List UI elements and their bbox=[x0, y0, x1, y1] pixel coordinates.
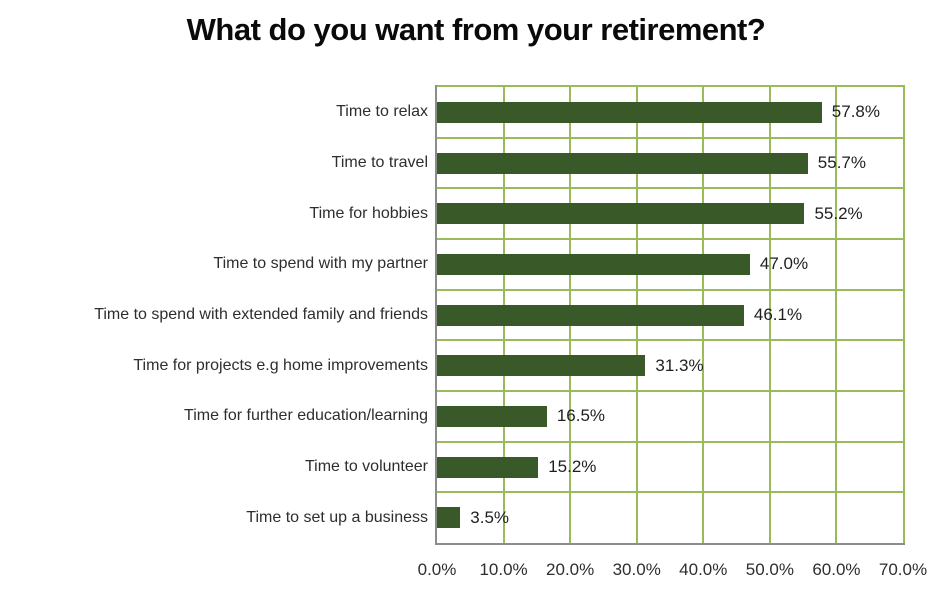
bar bbox=[437, 253, 750, 275]
bar-value-label: 46.1% bbox=[753, 305, 803, 324]
bar-value-label: 55.7% bbox=[817, 153, 866, 172]
bar-value-label: 3.5% bbox=[470, 507, 510, 527]
category-label: Time to spend with extended family and f… bbox=[94, 305, 428, 323]
bar bbox=[437, 405, 547, 427]
x-axis-tick-label: 60.0% bbox=[812, 560, 861, 579]
x-axis-tick-label: 70.0% bbox=[878, 560, 928, 579]
category-label: Time to set up a business bbox=[246, 508, 428, 526]
x-axis-tick-label: 40.0% bbox=[679, 560, 728, 579]
horizontal-gridline bbox=[437, 187, 903, 190]
chart-title: What do you want from your retirement? bbox=[186, 12, 766, 47]
category-label: Time for further education/learning bbox=[184, 407, 428, 425]
bar bbox=[437, 101, 822, 123]
bar bbox=[437, 304, 744, 326]
x-axis-tick-label: 10.0% bbox=[479, 560, 528, 579]
bar bbox=[437, 355, 646, 377]
bar bbox=[437, 456, 539, 478]
category-axis-labels: Time to relax Time to travel Time for hobb… bbox=[0, 87, 428, 543]
y-axis-line bbox=[435, 85, 437, 545]
horizontal-gridline bbox=[437, 288, 903, 291]
horizontal-gridline bbox=[437, 491, 903, 494]
bar-value-label: 57.8% bbox=[831, 102, 880, 122]
category-label: Time to volunteer bbox=[304, 457, 428, 475]
bar-value-label: 15.2% bbox=[548, 457, 597, 476]
x-axis-tick-label: 20.0% bbox=[546, 560, 595, 579]
bar-value-label: 47.0% bbox=[759, 254, 809, 274]
horizontal-gridline bbox=[437, 238, 903, 240]
category-label: Time to relax bbox=[336, 103, 428, 121]
x-axis-line bbox=[435, 543, 905, 545]
horizontal-gridline bbox=[437, 136, 903, 139]
category-label: Time for hobbies bbox=[309, 204, 428, 222]
category-label: Time for projects e.g home improvements bbox=[133, 356, 428, 374]
vertical-gridline bbox=[835, 87, 838, 543]
plot-border-top bbox=[437, 85, 903, 87]
bar bbox=[437, 203, 805, 225]
horizontal-gridline bbox=[437, 390, 903, 392]
bar-value-label: 31.3% bbox=[655, 355, 704, 375]
x-axis-tick-label: 0.0% bbox=[417, 560, 457, 579]
vertical-gridline bbox=[768, 87, 771, 543]
bar bbox=[437, 507, 461, 529]
plot-border-right bbox=[903, 85, 905, 543]
bar-value-label: 55.2% bbox=[814, 203, 863, 223]
category-label: Time to spend with my partner bbox=[213, 255, 428, 273]
x-axis-tick-label: 50.0% bbox=[745, 560, 794, 579]
category-label: Time to travel bbox=[331, 153, 428, 171]
x-axis-tick-label: 30.0% bbox=[612, 560, 661, 579]
horizontal-gridline bbox=[437, 440, 903, 443]
plot-area: 57.8% 55.7% 55.2% 47.0% 46.1% 31.3% 16.5% 15.2%… bbox=[435, 85, 905, 545]
bar-value-label: 16.5% bbox=[556, 406, 606, 426]
horizontal-gridline bbox=[437, 339, 903, 342]
bar bbox=[437, 152, 808, 174]
